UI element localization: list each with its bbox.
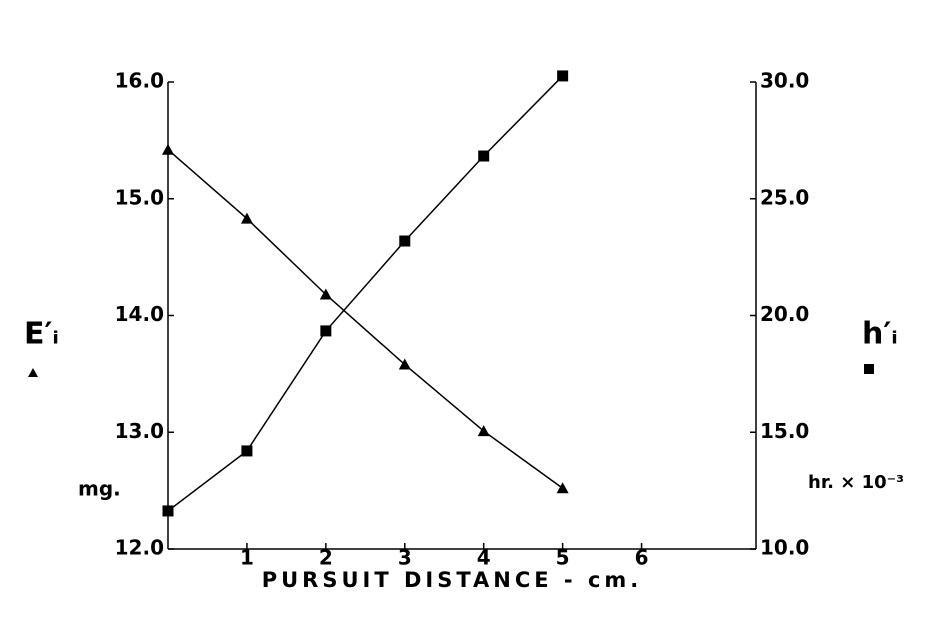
y2-tick-label: 20.0 <box>760 302 809 326</box>
y-legend-marker <box>28 368 38 377</box>
x-tick-label: 4 <box>477 546 491 570</box>
y2-axis-unit: hr. × 10⁻³ <box>808 472 904 493</box>
x-axis-label: PURSUIT DISTANCE - cm. <box>262 568 643 592</box>
y2-tick-label: 15.0 <box>760 419 809 443</box>
square-marker <box>162 505 174 517</box>
x-tick-label: 3 <box>398 546 412 570</box>
y2-tick-label: 25.0 <box>760 185 809 209</box>
square-marker <box>478 150 490 162</box>
y-axis-label: E′ᵢ <box>24 317 59 352</box>
y-tick-label: 13.0 <box>115 419 164 443</box>
triangle-marker <box>398 358 411 370</box>
x-tick-label: 6 <box>635 546 649 570</box>
series-line <box>167 75 564 512</box>
y-tick-label: 12.0 <box>115 536 164 560</box>
triangle-marker <box>556 482 569 494</box>
series-line <box>167 149 564 489</box>
y2-legend-marker <box>864 364 874 374</box>
y-axis-unit: mg. <box>78 477 121 501</box>
triangle-marker <box>162 143 174 155</box>
triangle-marker <box>477 425 490 437</box>
x-tick-label: 2 <box>319 546 333 570</box>
y2-tick-label: 10.0 <box>760 536 809 560</box>
triangle-marker <box>319 288 332 300</box>
x-tick-label: 5 <box>556 546 570 570</box>
y-tick-label: 16.0 <box>115 69 164 93</box>
x-tick-label: 1 <box>240 546 254 570</box>
triangle-marker <box>240 212 253 224</box>
y2-axis-label: h′ᵢ <box>862 317 898 352</box>
y-tick-label: 15.0 <box>115 185 164 209</box>
square-marker <box>557 70 569 82</box>
square-marker <box>241 445 253 457</box>
y-tick-label: 14.0 <box>115 302 164 326</box>
square-marker <box>399 235 411 247</box>
square-marker <box>320 325 332 337</box>
y2-tick-label: 30.0 <box>760 69 809 93</box>
